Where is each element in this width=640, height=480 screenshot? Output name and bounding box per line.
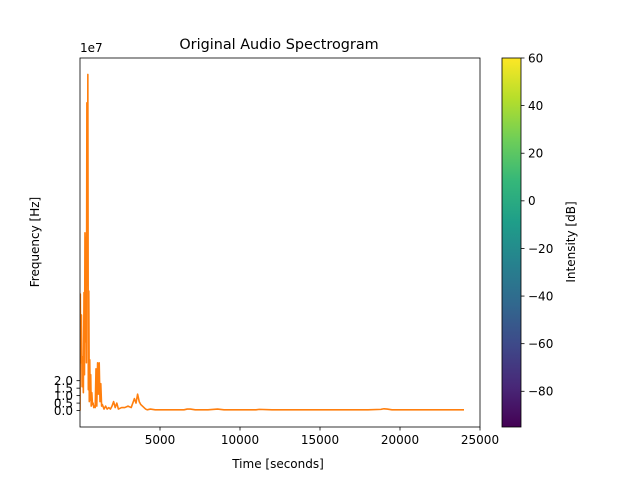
- colorbar: −80 −60 −40 −20 0 20 40 60 Intensity [dB]: [501, 51, 578, 428]
- y-tick-label: 1.0: [54, 389, 73, 403]
- y-offset-label: 1e7: [80, 41, 103, 55]
- colorbar-tick-label: 20: [528, 147, 543, 161]
- colorbar-tick-label: −40: [528, 289, 553, 303]
- series-line-0: [80, 73, 464, 411]
- colorbar-tick-label: −20: [528, 242, 553, 256]
- colorbar-gradient: [501, 57, 522, 428]
- axes-frame: [79, 57, 481, 428]
- x-axis-ticks: 5000 10000 15000 20000 25000: [145, 427, 499, 447]
- x-tick-label: 20000: [381, 433, 419, 447]
- x-tick-label: 10000: [221, 433, 259, 447]
- x-axis-label: Time [seconds]: [231, 457, 324, 471]
- colorbar-ticks: −80 −60 −40 −20 0 20 40 60: [521, 51, 553, 399]
- y-tick-label: 0.0: [54, 404, 73, 418]
- x-tick-label: 5000: [145, 433, 176, 447]
- y-tick-label: 2.0: [54, 374, 73, 388]
- x-tick-label: 15000: [301, 433, 339, 447]
- y-tick-label: 0.5: [54, 396, 73, 410]
- colorbar-tick-label: −80: [528, 385, 553, 399]
- series-layer: [80, 73, 464, 411]
- colorbar-tick-label: −60: [528, 337, 553, 351]
- plot-area: 5000 10000 15000 20000 25000 0.00.51.01.52.0: [54, 57, 499, 447]
- colorbar-tick-label: 40: [528, 99, 543, 113]
- y-axis-label: Frequency [Hz]: [28, 197, 42, 288]
- colorbar-tick-label: 0: [528, 194, 536, 208]
- colorbar-label: Intensity [dB]: [564, 201, 578, 282]
- x-tick-label: 25000: [461, 433, 499, 447]
- chart-title: Original Audio Spectrogram: [179, 37, 378, 53]
- y-tick-label: 1.5: [54, 381, 73, 395]
- y-axis-ticks: 0.00.51.01.52.0: [54, 374, 80, 418]
- colorbar-tick-label: 60: [528, 51, 543, 65]
